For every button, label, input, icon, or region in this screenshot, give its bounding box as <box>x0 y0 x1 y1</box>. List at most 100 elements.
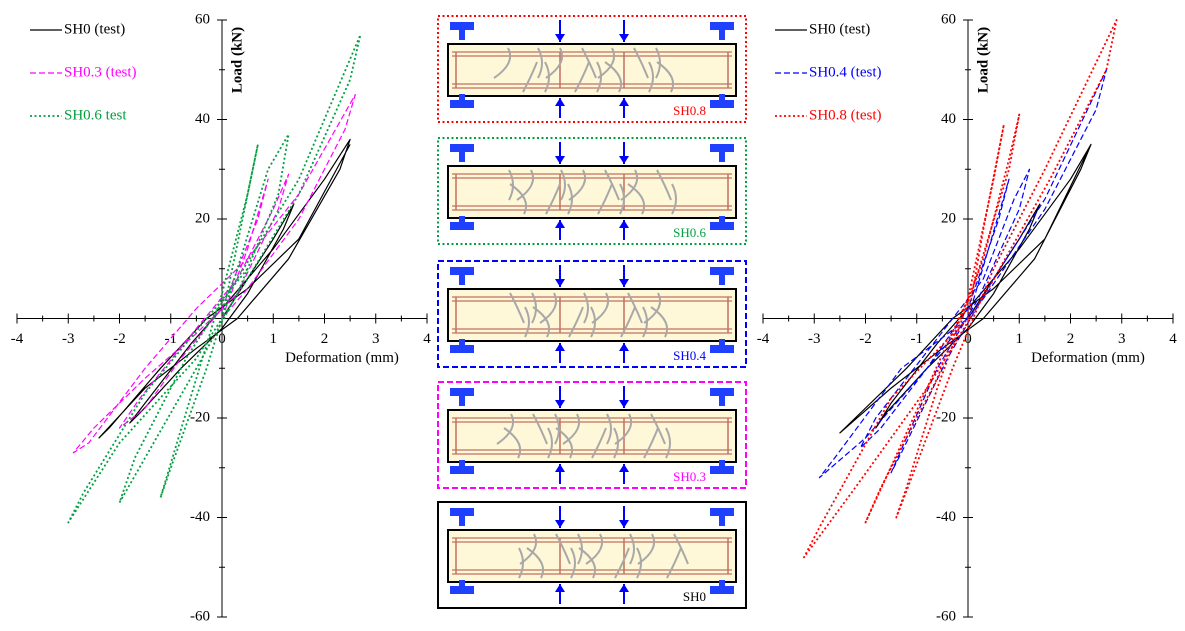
support-plate <box>450 388 474 396</box>
y-tick-label: -20 <box>936 409 956 425</box>
support-stem <box>459 580 465 590</box>
y-tick-label: 20 <box>195 210 210 226</box>
support-stem <box>719 339 725 349</box>
arrow-head <box>619 34 629 42</box>
y-tick-label: -40 <box>936 509 956 525</box>
x-tick-label: 3 <box>372 331 380 347</box>
legend-label: SH0.6 test <box>64 107 127 123</box>
support-plate <box>710 508 734 516</box>
support-plate <box>710 22 734 30</box>
support-plate <box>450 22 474 30</box>
x-tick-label: -2 <box>859 331 872 347</box>
panel-label: SH0.4 <box>673 348 706 363</box>
x-tick-label: -4 <box>11 331 24 347</box>
y-tick-label: -60 <box>936 608 956 624</box>
support-stem <box>719 152 725 162</box>
support-stem <box>719 580 725 590</box>
x-tick-label: 0 <box>218 331 226 347</box>
y-axis-label: Load (kN) <box>975 27 991 93</box>
support-stem <box>459 152 465 162</box>
x-tick-label: 4 <box>423 331 431 347</box>
panel-label: SH0.8 <box>673 103 706 118</box>
specimen-panel: SH0.6 <box>438 138 746 244</box>
legend-label: SH0 (test) <box>809 21 870 37</box>
x-axis-label: Deformation (mm) <box>1031 350 1145 366</box>
support-plate <box>710 144 734 152</box>
support-stem <box>459 396 465 406</box>
hysteresis-curve <box>840 144 1091 433</box>
panel-label: SH0.6 <box>673 225 706 240</box>
arrow-head <box>619 220 629 228</box>
x-tick-label: -3 <box>808 331 821 347</box>
support-stem <box>719 94 725 104</box>
arrow-head <box>555 464 565 472</box>
specimen-panel: SH0 <box>438 502 746 608</box>
x-tick-label: 1 <box>1016 331 1024 347</box>
x-tick-label: -4 <box>757 331 770 347</box>
y-tick-label: 40 <box>941 111 956 127</box>
y-tick-label: 60 <box>195 11 210 27</box>
x-tick-label: -3 <box>62 331 75 347</box>
arrow-head <box>555 584 565 592</box>
arrow-head <box>555 343 565 351</box>
arrow-head <box>555 34 565 42</box>
support-stem <box>459 275 465 285</box>
arrow-head <box>619 584 629 592</box>
support-stem <box>459 216 465 226</box>
x-tick-label: 2 <box>321 331 329 347</box>
y-axis-label: Load (kN) <box>229 27 245 93</box>
specimen-panel: SH0.8 <box>438 16 746 122</box>
support-stem <box>719 275 725 285</box>
support-stem <box>459 339 465 349</box>
arrow-head <box>555 400 565 408</box>
y-tick-label: 40 <box>195 111 210 127</box>
y-tick-label: -60 <box>190 608 210 624</box>
support-plate <box>710 267 734 275</box>
arrow-head <box>619 98 629 106</box>
support-stem <box>459 516 465 526</box>
support-stem <box>719 30 725 40</box>
y-tick-label: 20 <box>941 210 956 226</box>
support-stem <box>719 216 725 226</box>
arrow-head <box>619 279 629 287</box>
arrow-head <box>619 520 629 528</box>
y-tick-label: -20 <box>190 409 210 425</box>
x-tick-label: 0 <box>964 331 972 347</box>
support-plate <box>450 267 474 275</box>
y-tick-label: 60 <box>941 11 956 27</box>
x-tick-label: -1 <box>165 331 178 347</box>
hysteresis-curve <box>99 139 350 438</box>
support-plate <box>450 144 474 152</box>
support-stem <box>719 516 725 526</box>
arrow-head <box>555 98 565 106</box>
x-tick-label: 2 <box>1067 331 1075 347</box>
support-plate <box>450 508 474 516</box>
specimen-panel: SH0.4 <box>438 261 746 367</box>
support-stem <box>459 460 465 470</box>
support-stem <box>459 30 465 40</box>
support-stem <box>459 94 465 104</box>
hysteresis-curve <box>804 20 1117 557</box>
x-tick-label: 1 <box>270 331 278 347</box>
x-tick-label: -2 <box>113 331 126 347</box>
arrow-head <box>619 156 629 164</box>
arrow-head <box>555 520 565 528</box>
x-axis-label: Deformation (mm) <box>285 350 399 366</box>
figure: -4-3-2-101234-60-40-20204060Deformation … <box>0 0 1185 626</box>
legend-label: SH0.4 (test) <box>809 64 882 80</box>
legend-label: SH0.8 (test) <box>809 107 882 123</box>
support-plate <box>710 388 734 396</box>
y-tick-label: -40 <box>190 509 210 525</box>
legend-label: SH0.3 (test) <box>64 64 137 80</box>
arrow-head <box>555 220 565 228</box>
panel-label: SH0 <box>683 589 706 604</box>
support-stem <box>719 396 725 406</box>
arrow-head <box>619 343 629 351</box>
panel-label: SH0.3 <box>673 469 706 484</box>
arrow-head <box>555 279 565 287</box>
legend-label: SH0 (test) <box>64 21 125 37</box>
x-tick-label: -1 <box>911 331 924 347</box>
x-tick-label: 4 <box>1169 331 1177 347</box>
specimen-panel: SH0.3 <box>438 382 746 488</box>
arrow-head <box>619 464 629 472</box>
